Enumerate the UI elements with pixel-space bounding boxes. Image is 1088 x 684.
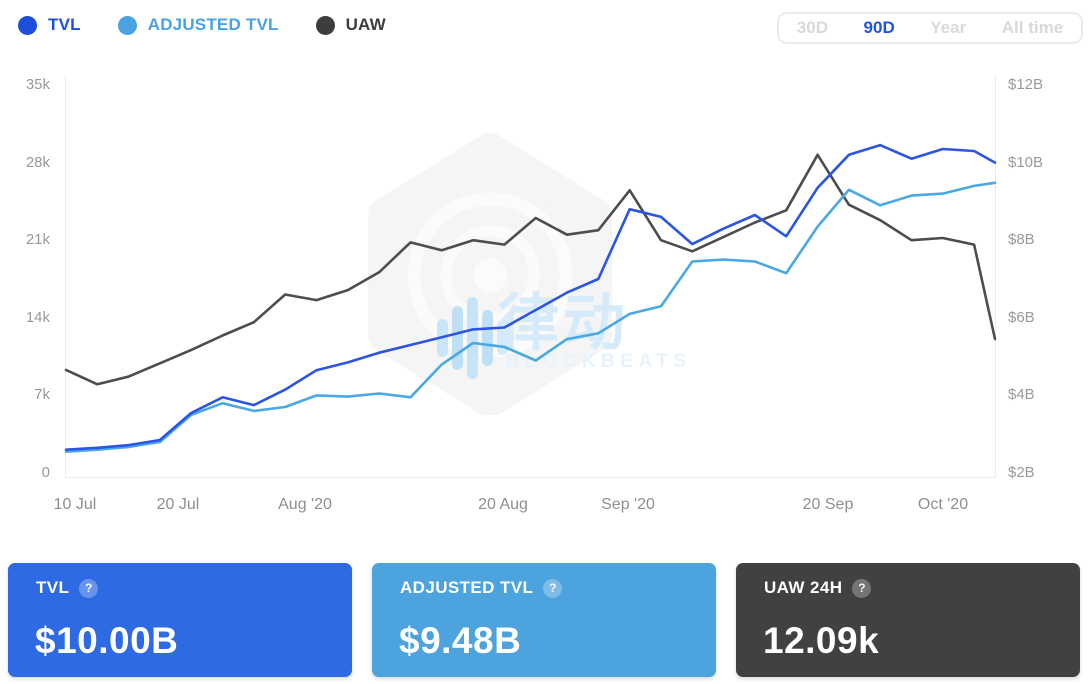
legend-label-adjusted-tvl: ADJUSTED TVL [147, 15, 279, 34]
y-axis-left-tick: 21k [25, 231, 50, 248]
chart-lines [66, 85, 995, 473]
stat-card-value: 12.09k [763, 620, 880, 661]
legend-label-tvl: TVL [48, 15, 81, 34]
y-axis-left-tick: 7k [34, 386, 50, 403]
x-axis-tick: 20 Aug [478, 496, 528, 513]
series-line-uaw [66, 155, 995, 384]
series-line-tvl [66, 145, 995, 450]
stat-card-value: $9.48B [399, 620, 522, 661]
legend-item-tvl[interactable]: TVL [18, 15, 81, 35]
y-axis-right-tick: $6B [1008, 309, 1035, 326]
legend-item-adjusted-tvl[interactable]: ADJUSTED TVL [117, 15, 279, 35]
stat-card-header: UAW 24H ? [764, 578, 872, 598]
range-option-year[interactable]: Year [930, 18, 967, 37]
y-axis-left-tick: 0 [41, 464, 50, 481]
x-axis-tick: Sep '20 [601, 496, 655, 513]
range-option-90d[interactable]: 90D [863, 18, 895, 37]
help-icon[interactable]: ? [543, 578, 563, 598]
x-axis-tick: Oct '20 [917, 496, 969, 513]
y-axis-right-tick: $2B [1008, 464, 1035, 481]
y-axis-left-tick: 14k [25, 309, 50, 326]
time-range-selector: 30D 90D Year All time [777, 12, 1083, 44]
plot-frame [65, 75, 996, 478]
tvl-series-dot-icon [18, 15, 37, 35]
y-axis-left-tick: 35k [25, 76, 50, 93]
help-icon[interactable]: ? [79, 578, 99, 598]
x-axis-tick: Aug '20 [278, 496, 332, 513]
y-axis-right-tick: $8B [1008, 231, 1035, 248]
y-axis-left-tick: 28k [25, 154, 50, 171]
legend-label-uaw: UAW [345, 15, 386, 34]
adjusted-tvl-series-dot-icon [117, 15, 137, 35]
stat-card-header: TVL ? [36, 578, 99, 598]
y-axis-right-tick: $4B [1008, 386, 1035, 403]
stat-card-tvl: TVL ? $10.00B [8, 563, 352, 677]
x-axis-tick: 20 Sep [802, 496, 854, 513]
x-axis-tick: 20 Jul [156, 496, 200, 513]
y-axis-right-tick: $10B [1008, 154, 1044, 171]
stat-card-header: ADJUSTED TVL ? [400, 578, 563, 598]
chart-legend: TVL ADJUSTED TVL UAW [18, 15, 423, 35]
stat-card-value: $10.00B [35, 620, 179, 661]
range-option-30d[interactable]: 30D [796, 18, 828, 37]
series-line-adjusted-tvl [66, 183, 995, 452]
stat-card-title: UAW 24H [764, 578, 843, 597]
x-axis-tick: 10 Jul [53, 496, 97, 513]
stat-card-title: TVL [36, 578, 70, 597]
legend-item-uaw[interactable]: UAW [315, 15, 386, 35]
help-icon[interactable]: ? [852, 578, 872, 598]
stat-card-title: ADJUSTED TVL [400, 578, 534, 597]
chart-plot-area [66, 85, 995, 473]
uaw-series-dot-icon [315, 15, 335, 35]
stat-card-adjusted-tvl: ADJUSTED TVL ? $9.48B [372, 563, 716, 677]
range-option-all-time[interactable]: All time [1001, 18, 1064, 37]
y-axis-right-tick: $12B [1008, 76, 1044, 93]
stat-card-uaw-24h: UAW 24H ? 12.09k [736, 563, 1080, 677]
